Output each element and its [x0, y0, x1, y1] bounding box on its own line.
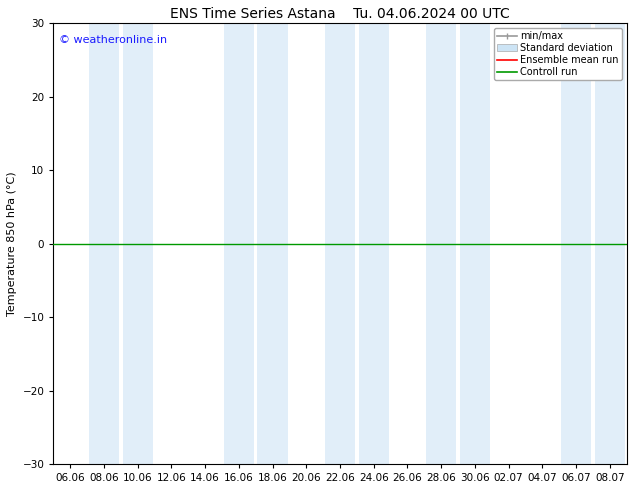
Legend: min/max, Standard deviation, Ensemble mean run, Controll run: min/max, Standard deviation, Ensemble me…	[494, 28, 622, 80]
Bar	[460, 24, 490, 464]
Bar	[595, 24, 625, 464]
Text: © weatheronline.in: © weatheronline.in	[59, 34, 167, 45]
Bar	[359, 24, 389, 464]
Bar	[561, 24, 592, 464]
Title: ENS Time Series Astana    Tu. 04.06.2024 00 UTC: ENS Time Series Astana Tu. 04.06.2024 00…	[170, 7, 510, 21]
Bar	[325, 24, 355, 464]
Bar	[122, 24, 153, 464]
Bar	[257, 24, 288, 464]
Bar	[89, 24, 119, 464]
Bar	[224, 24, 254, 464]
Bar	[426, 24, 456, 464]
Y-axis label: Temperature 850 hPa (°C): Temperature 850 hPa (°C)	[7, 172, 17, 316]
